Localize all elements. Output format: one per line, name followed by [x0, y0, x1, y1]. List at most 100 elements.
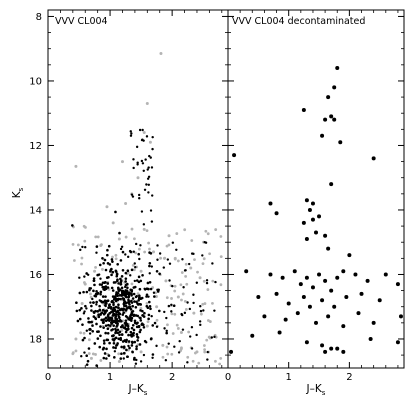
left-data-point — [151, 147, 154, 151]
left-data-point — [126, 286, 129, 290]
left-data-point — [119, 297, 122, 301]
left-data-point — [79, 248, 82, 252]
left-data-point — [145, 102, 149, 106]
left-data-point — [162, 266, 166, 269]
left-data-point — [135, 345, 138, 348]
right-data-point — [298, 282, 303, 287]
left-data-point — [130, 132, 133, 135]
left-data-point — [206, 358, 209, 361]
left-data-point — [98, 304, 101, 308]
left-data-point — [116, 262, 119, 266]
left-data-point — [107, 244, 111, 248]
left-data-point — [117, 337, 120, 341]
left-data-point — [119, 279, 123, 283]
left-data-point — [91, 329, 95, 333]
left-data-point — [142, 131, 146, 135]
left-data-point — [171, 332, 175, 335]
left-data-point — [203, 302, 207, 305]
right-data-point — [338, 140, 343, 145]
left-data-point — [114, 257, 118, 261]
left-data-point — [80, 354, 83, 358]
left-data-point — [74, 349, 78, 353]
left-data-point — [91, 297, 94, 301]
left-data-point — [113, 356, 116, 359]
left-data-point — [180, 313, 184, 317]
left-data-point — [173, 345, 176, 348]
left-data-point — [107, 354, 111, 357]
left-data-point — [138, 128, 142, 132]
right-data-point — [310, 285, 315, 290]
left-data-point — [202, 309, 205, 312]
right-data-point — [304, 340, 309, 345]
left-data-point — [98, 309, 102, 312]
left-data-point — [138, 196, 141, 200]
left-data-point — [119, 247, 123, 251]
left-data-point — [136, 303, 140, 306]
left-data-point — [116, 331, 120, 335]
left-data-point — [144, 158, 147, 161]
left-data-point — [94, 235, 98, 239]
right-data-point — [371, 320, 376, 325]
right-data-point — [320, 133, 325, 138]
left-data-point — [103, 352, 107, 355]
left-data-point — [120, 160, 124, 164]
left-data-point — [96, 235, 100, 239]
left-data-point — [130, 335, 134, 338]
left-data-point — [124, 304, 128, 308]
left-data-point — [147, 317, 150, 321]
left-data-point — [107, 275, 110, 279]
left-data-point — [146, 281, 150, 285]
right-data-point — [323, 278, 328, 283]
left-data-point — [170, 352, 174, 356]
y-axis-label: Ks — [11, 187, 25, 198]
left-data-point — [133, 262, 136, 265]
left-data-point — [133, 356, 136, 360]
left-data-point — [120, 333, 124, 336]
left-data-point — [135, 279, 139, 282]
left-data-point — [197, 361, 201, 365]
left-data-point — [145, 304, 149, 308]
right-data-point — [326, 95, 331, 100]
left-data-point — [99, 292, 102, 296]
left-data-point — [134, 305, 138, 309]
left-data-point — [155, 305, 159, 309]
left-data-point — [114, 327, 117, 331]
left-data-point — [152, 291, 156, 294]
left-data-point — [131, 341, 134, 345]
left-data-point — [163, 327, 166, 330]
left-x-tick-label: 2 — [169, 372, 175, 383]
left-data-point — [119, 277, 122, 281]
left-data-point — [100, 318, 103, 322]
left-data-point — [170, 312, 174, 316]
left-data-point — [111, 289, 115, 292]
left-data-point — [76, 243, 80, 247]
left-data-point — [120, 286, 124, 290]
left-data-point — [103, 299, 107, 303]
left-data-point — [167, 342, 170, 345]
left-data-point — [177, 351, 181, 354]
left-data-point — [98, 263, 102, 267]
right-ticks: 0 1 2 — [225, 10, 404, 383]
left-data-point — [118, 308, 122, 312]
left-data-point — [175, 232, 179, 235]
left-data-point — [78, 276, 81, 279]
left-data-point — [143, 250, 147, 254]
right-data-point — [274, 291, 279, 296]
left-data-point — [165, 329, 168, 333]
left-data-point — [124, 340, 128, 344]
left-data-point — [124, 321, 128, 325]
left-data-point — [124, 202, 128, 206]
left-data-point — [173, 257, 177, 261]
left-data-point — [184, 308, 188, 311]
left-data-point — [141, 273, 144, 277]
left-data-point — [188, 335, 192, 338]
left-data-point — [110, 321, 113, 324]
left-data-point — [139, 303, 143, 306]
left-data-point — [133, 300, 136, 303]
left-data-point — [142, 325, 146, 329]
left-data-point — [83, 275, 86, 278]
left-data-point — [96, 310, 100, 313]
left-data-point — [92, 279, 96, 282]
right-data-point — [344, 295, 349, 300]
